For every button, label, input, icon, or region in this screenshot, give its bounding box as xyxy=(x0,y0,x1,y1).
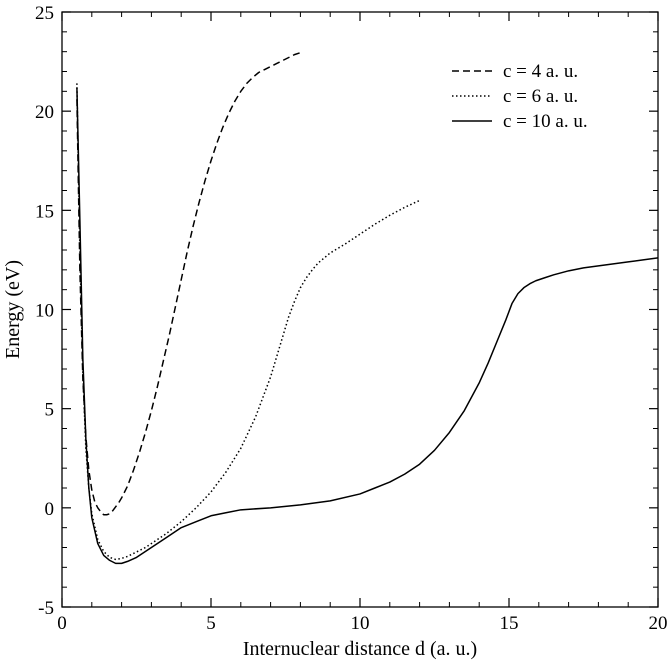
legend: c = 4 a. u. c = 6 a. u. c = 10 a. u. xyxy=(452,61,588,132)
series-layer xyxy=(76,51,658,565)
x-tick-label: 5 xyxy=(206,613,216,634)
y-tick-label: -5 xyxy=(38,598,54,619)
y-tick-label: 0 xyxy=(45,499,55,520)
series-line-3 xyxy=(76,87,658,565)
x-tick-label: 20 xyxy=(649,613,668,634)
y-tick-label: 10 xyxy=(35,301,54,322)
series-line-1 xyxy=(76,51,301,516)
legend-label-1: c = 4 a. u. xyxy=(503,61,578,82)
series-line-2 xyxy=(76,83,420,561)
x-tick-label: 10 xyxy=(351,613,370,634)
y-tick-label: 25 xyxy=(35,3,54,24)
y-tick-label: 20 xyxy=(35,102,54,123)
y-axis-title: Energy (eV) xyxy=(2,260,24,359)
ticks-layer xyxy=(61,11,659,608)
x-axis-title: Internuclear distance d (a. u.) xyxy=(243,638,477,660)
y-tick-label: 5 xyxy=(45,400,55,421)
legend-label-2: c = 6 a. u. xyxy=(503,86,578,107)
legend-label-3: c = 10 a. u. xyxy=(503,111,588,132)
y-tick-label: 15 xyxy=(35,201,54,222)
x-tick-label: 15 xyxy=(500,613,519,634)
x-tick-label: 0 xyxy=(57,613,67,634)
